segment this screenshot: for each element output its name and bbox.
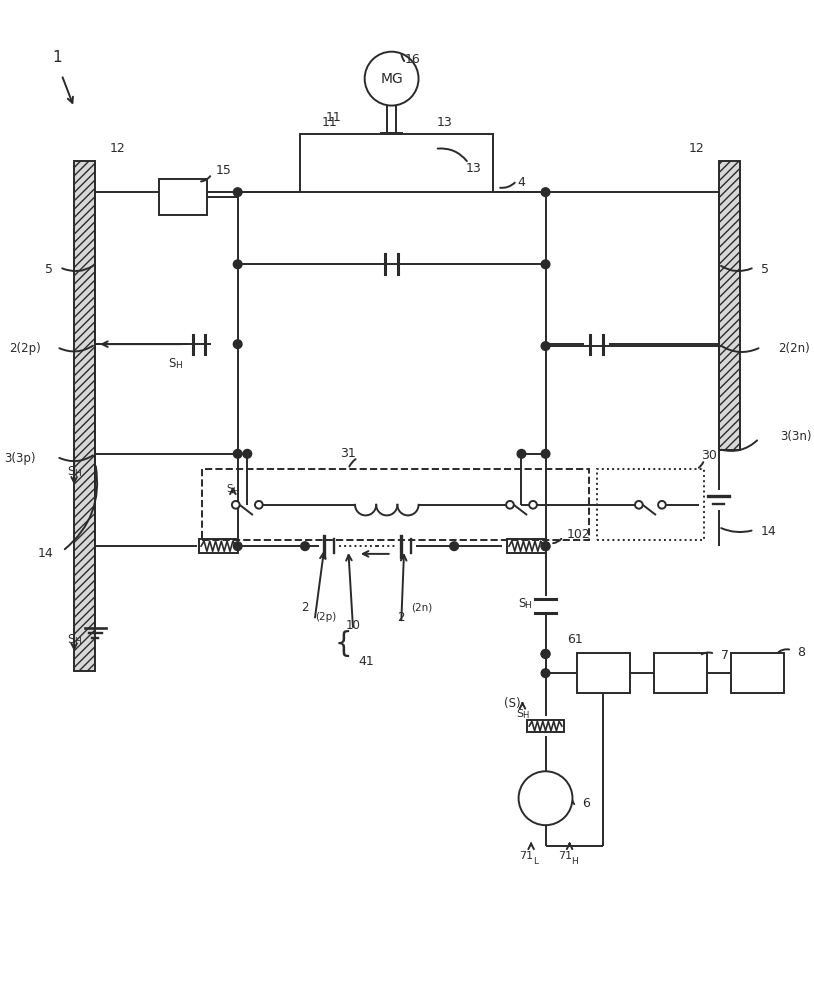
Circle shape	[234, 260, 242, 269]
Text: 61: 61	[567, 633, 583, 646]
Text: H: H	[175, 361, 182, 370]
Text: 2: 2	[301, 601, 309, 614]
Text: S: S	[168, 357, 176, 370]
Text: 2(2n): 2(2n)	[778, 342, 810, 355]
Circle shape	[541, 650, 550, 658]
Circle shape	[541, 542, 550, 551]
Text: 3(3p): 3(3p)	[4, 452, 36, 465]
Text: 13: 13	[466, 162, 481, 175]
Text: 16: 16	[405, 53, 421, 66]
Text: 15: 15	[216, 164, 231, 177]
Circle shape	[243, 449, 252, 458]
Text: S: S	[68, 633, 75, 646]
Text: H: H	[233, 487, 239, 496]
Text: 71: 71	[558, 851, 571, 861]
Circle shape	[232, 501, 239, 509]
Bar	[731, 653, 784, 693]
Text: 14: 14	[761, 525, 777, 538]
Circle shape	[300, 542, 309, 551]
Bar	[654, 653, 707, 693]
Circle shape	[234, 542, 242, 551]
Text: 3(3n): 3(3n)	[781, 430, 812, 443]
Circle shape	[541, 449, 550, 458]
Circle shape	[658, 501, 666, 509]
Bar	[202, 469, 589, 540]
Bar	[159, 179, 207, 215]
Text: {: {	[335, 630, 352, 658]
Text: 8: 8	[798, 646, 806, 659]
Text: 12: 12	[689, 142, 704, 155]
Circle shape	[541, 260, 550, 269]
Text: 102: 102	[567, 528, 590, 541]
Circle shape	[541, 542, 550, 551]
Circle shape	[255, 501, 263, 509]
Circle shape	[450, 542, 458, 551]
Text: 2(2p): 2(2p)	[9, 342, 41, 355]
Bar	[597, 469, 704, 540]
Circle shape	[517, 449, 526, 458]
Text: H: H	[571, 857, 578, 866]
Circle shape	[635, 501, 643, 509]
Text: (S): (S)	[504, 697, 520, 710]
Bar	[719, 161, 740, 450]
Text: MG: MG	[380, 72, 403, 86]
Text: H: H	[522, 711, 528, 720]
Bar	[507, 539, 545, 553]
Circle shape	[365, 52, 418, 106]
Bar	[199, 539, 238, 553]
Bar	[300, 134, 492, 192]
Circle shape	[541, 188, 550, 196]
Text: 6: 6	[582, 797, 590, 810]
Text: S: S	[226, 484, 234, 494]
Text: (2n): (2n)	[411, 603, 432, 613]
Bar	[527, 720, 564, 732]
Text: 2: 2	[397, 611, 405, 624]
Text: 41: 41	[358, 655, 374, 668]
Circle shape	[234, 449, 242, 458]
Text: 7: 7	[720, 649, 729, 662]
Circle shape	[541, 342, 550, 350]
Text: 12: 12	[110, 142, 125, 155]
Text: H: H	[73, 637, 81, 646]
Text: 71: 71	[519, 851, 533, 861]
Text: 13: 13	[436, 116, 453, 129]
Text: 5: 5	[45, 263, 53, 276]
Text: H: H	[524, 601, 531, 610]
Circle shape	[234, 188, 242, 196]
Circle shape	[541, 650, 550, 658]
Text: S: S	[516, 709, 523, 719]
Text: (2p): (2p)	[315, 612, 336, 622]
Circle shape	[519, 771, 572, 825]
Text: 11: 11	[326, 111, 342, 124]
Text: 31: 31	[340, 447, 357, 460]
Circle shape	[529, 501, 537, 509]
Text: 10: 10	[346, 619, 361, 632]
Text: H: H	[73, 469, 81, 478]
Circle shape	[506, 501, 514, 509]
Bar	[577, 653, 630, 693]
Text: 5: 5	[761, 263, 769, 276]
Text: 4: 4	[518, 176, 525, 189]
Text: 30: 30	[701, 449, 717, 462]
Text: 1: 1	[52, 50, 62, 65]
Bar	[74, 161, 95, 671]
Text: 11: 11	[322, 116, 337, 129]
Circle shape	[541, 669, 550, 677]
Text: 14: 14	[37, 547, 53, 560]
Text: S: S	[518, 597, 525, 610]
Text: S: S	[68, 465, 75, 478]
Circle shape	[234, 340, 242, 348]
Text: L: L	[533, 857, 538, 866]
